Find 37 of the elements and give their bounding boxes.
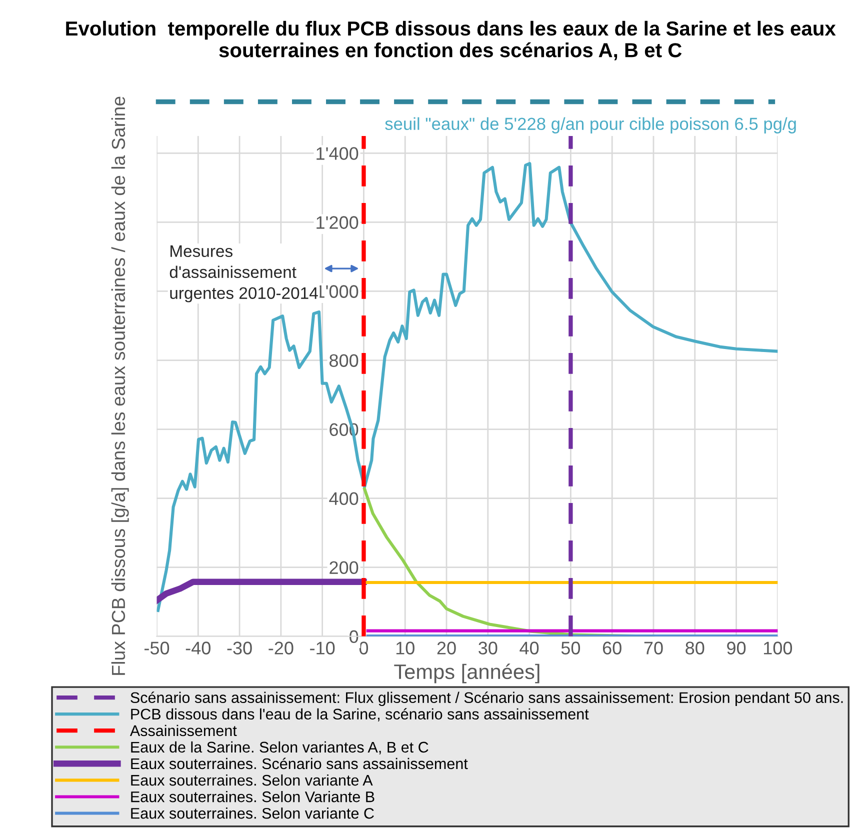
x-tick-label: -20 — [268, 642, 294, 654]
y-tick-label: 1'400 — [316, 147, 358, 160]
text: seuil "eaux" de 5'228 g/an pour cible poisson 6.5 pg/g — [385, 117, 796, 134]
legend-label: PCB dissous dans l'eau de la Sarine, scénario sans assainissement — [131, 708, 589, 722]
y-axis-title: Flux PCB dissous [g/a] dans les eaux souterraines / eaux de la Sarine — [111, 96, 129, 675]
legend-label: Eaux souterraines. Scénario sans assainissement — [131, 758, 468, 770]
legend-label: Assainissement — [130, 724, 237, 736]
legend-label: Eaux de la Sarine. Selon variantes A, B et C — [131, 741, 428, 754]
x-tick-label: 80 — [686, 642, 704, 654]
y-tick-label: 200 — [330, 561, 358, 574]
y-tick-label: 800 — [330, 354, 358, 367]
chart-title: Evolution temporelle du flux PCB dissous dans les eaux de la Sarine et les eaux souterraines en fonction des scénarios A, B et C — [66, 20, 836, 60]
y-tick-label: 400 — [329, 492, 358, 506]
legend-label: Scénario sans assainissement: Flux glissement / Scénario sans assainissement: Erosion pendant 50 ans. — [130, 692, 843, 706]
legend-label: Eaux souterraines. Selon Variante B — [131, 791, 374, 802]
x-tick-label: 20 — [437, 642, 456, 654]
x-tick-label: 30 — [478, 642, 498, 654]
x-tick-label: 10 — [396, 642, 414, 654]
legend-label: Eaux souterraines. Selon variante C — [131, 808, 374, 819]
x-tick-label: 0 — [359, 642, 368, 654]
x-tick-label: -30 — [227, 642, 252, 654]
line-series — [156, 162, 778, 612]
x-tick-label: 90 — [727, 642, 746, 654]
y-tick-label: 1'200 — [316, 216, 358, 229]
x-tick-label: -10 — [310, 642, 335, 654]
y-tick-label: 1'000 — [316, 285, 358, 298]
x-tick-label: -50 — [144, 642, 170, 654]
x-tick-label: 60 — [602, 642, 622, 654]
x-tick-label: 50 — [561, 642, 580, 654]
y-tick-label: 0 — [350, 630, 358, 644]
legend-label: Eaux souterraines. Selon variante A — [131, 774, 373, 786]
x-tick-label: 40 — [520, 642, 539, 654]
x-axis-title: Temps [années] — [394, 664, 540, 684]
x-tick-label: -40 — [186, 642, 210, 654]
x-tick-label: 70 — [644, 642, 663, 654]
x-tick-label: 100 — [764, 642, 792, 654]
annotation: Mesures d'assainissement urgentes 2010-2014 — [170, 245, 318, 302]
